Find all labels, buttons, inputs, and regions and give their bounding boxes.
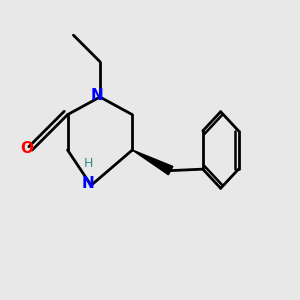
Text: H: H [83,157,93,170]
Text: N: N [91,88,103,103]
Polygon shape [132,150,173,175]
Text: N: N [82,176,94,191]
Text: O: O [20,141,33,156]
